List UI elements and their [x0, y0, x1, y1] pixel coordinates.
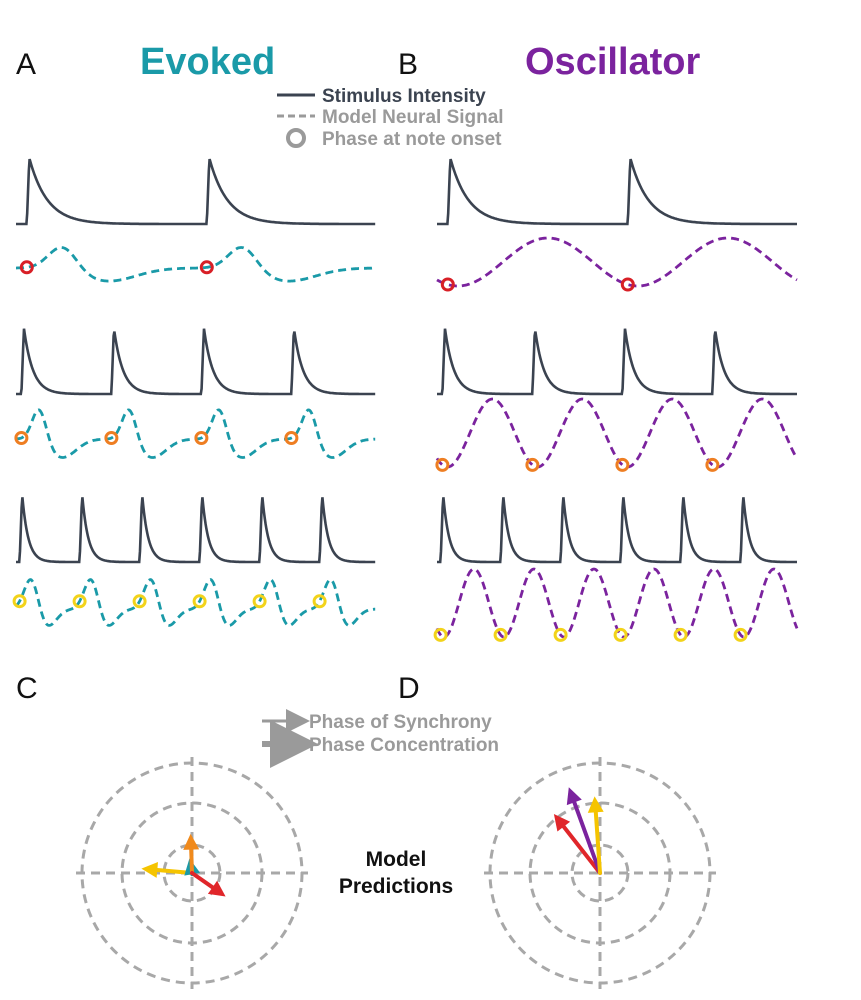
stimulus-intensity-trace [16, 328, 376, 396]
phase-onset-marker [733, 627, 748, 642]
model-label-line1: Model [366, 848, 427, 871]
phase-onset-marker [312, 594, 327, 609]
panel-letter-c: C [16, 672, 38, 705]
legend-phase-label: Phase at note onset [322, 129, 502, 150]
phase-onset-marker [620, 277, 635, 292]
phase-onset-marker [132, 594, 147, 609]
phase-onset-marker [12, 594, 27, 609]
phase-onset-marker [192, 594, 207, 609]
stimulus-intensity-trace [16, 158, 376, 226]
signal-traces [12, 158, 799, 642]
phase-onset-marker [252, 594, 267, 609]
model-neural-signal-trace [435, 397, 799, 469]
legend-top: Stimulus Intensity Model Neural Signal P… [277, 86, 504, 150]
legend-sync-label: Phase of Synchrony [309, 712, 492, 733]
legend-concentration-label: Phase Concentration [309, 735, 499, 756]
stimulus-intensity-trace [437, 158, 797, 226]
model-label-line2: Predictions [339, 875, 453, 898]
model-neural-signal-trace [16, 246, 376, 283]
phase-onset-marker [525, 457, 540, 472]
panel-letter-d: D [398, 672, 420, 705]
model-neural-signal-trace [435, 567, 799, 639]
phase-onset-marker [284, 431, 299, 445]
phase-onset-marker [72, 594, 87, 609]
phase-onset-marker [14, 431, 29, 445]
phase-vector-medium [189, 847, 194, 875]
stimulus-intensity-trace [437, 328, 797, 396]
phase-onset-marker [435, 457, 450, 472]
phase-vector-arrowhead-fast [587, 796, 604, 813]
phase-vector-arrowhead-medium [566, 787, 582, 806]
legend-bottom: Phase of Synchrony Phase Concentration [262, 709, 499, 768]
stimulus-intensity-trace [437, 497, 797, 564]
phase-onset-marker [673, 627, 688, 642]
phase-onset-marker [199, 260, 214, 275]
legend-model-label: Model Neural Signal [322, 107, 504, 128]
panel-letter-a: A [16, 48, 36, 81]
phase-onset-marker [705, 457, 720, 472]
phase-vector-slow [561, 824, 602, 875]
phase-legend-circle [286, 128, 306, 148]
phase-onset-marker [194, 431, 209, 445]
phase-vector-arrowhead-fast [141, 862, 158, 878]
phase-onset-marker [615, 457, 630, 472]
phase-vector-arrowhead-slow [207, 880, 226, 897]
phase-vector-fast [593, 810, 602, 875]
model-neural-signal-trace [436, 236, 798, 288]
phase-onset-marker [104, 431, 119, 445]
phase-onset-marker [440, 277, 455, 292]
panel-title-oscillator: Oscillator [525, 41, 700, 83]
phase-onset-marker [553, 627, 568, 642]
stimulus-intensity-trace [16, 497, 376, 564]
phase-vector-arrowhead-medium [183, 833, 200, 850]
legend-stimulus-label: Stimulus Intensity [322, 86, 486, 107]
phase-onset-marker [613, 627, 628, 642]
phase-onset-marker [493, 627, 508, 642]
model-neural-signal-trace [16, 408, 376, 459]
phase-vector-slow [190, 871, 215, 890]
phase-onset-marker [19, 260, 34, 275]
phase-vector-arrowhead-slow [553, 814, 571, 832]
phase-vector-medium [572, 800, 602, 875]
panel-letter-b: B [398, 48, 418, 81]
panel-title-evoked: Evoked [140, 41, 275, 83]
polar-plots [76, 757, 716, 989]
phase-onset-marker [433, 627, 448, 642]
